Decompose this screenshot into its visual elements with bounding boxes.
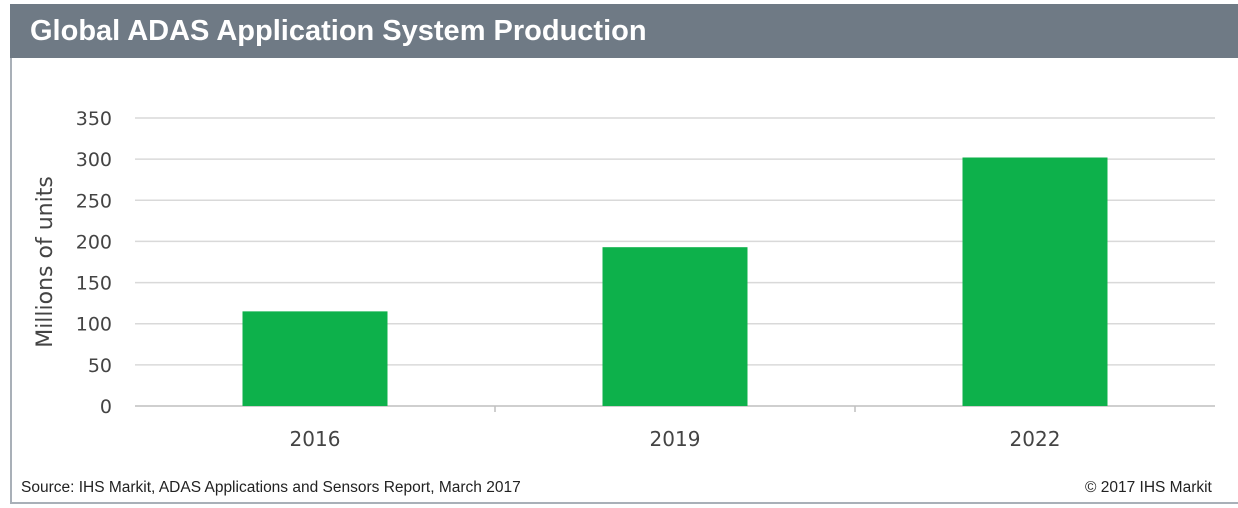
y-axis-label: Millions of units bbox=[33, 176, 58, 348]
source-note: Source: IHS Markit, ADAS Applications an… bbox=[21, 479, 521, 496]
copyright-note: © 2017 IHS Markit bbox=[1085, 479, 1212, 496]
y-tick-label: 200 bbox=[76, 231, 112, 253]
x-tick-label: 2019 bbox=[650, 427, 701, 451]
x-tick-label: 2022 bbox=[1010, 427, 1061, 451]
bars bbox=[242, 157, 1108, 406]
y-tick-label: 250 bbox=[76, 190, 112, 212]
x-tick-label: 2016 bbox=[290, 427, 341, 451]
bar-2016 bbox=[242, 311, 388, 406]
title-bar: Global ADAS Application System Productio… bbox=[10, 4, 1238, 58]
bar-chart: 0 50 100 150 200 250 300 350 2016 2019 2022 Milli… bbox=[33, 108, 1215, 451]
y-tick-label: 350 bbox=[76, 108, 112, 130]
y-axis-ticks: 0 50 100 150 200 250 300 350 bbox=[76, 108, 112, 418]
y-tick-label: 100 bbox=[76, 314, 112, 336]
y-tick-label: 0 bbox=[100, 396, 112, 418]
chart-title: Global ADAS Application System Productio… bbox=[30, 15, 647, 47]
x-axis-ticks: 2016 2019 2022 bbox=[290, 406, 1061, 451]
y-tick-label: 150 bbox=[76, 273, 112, 295]
y-tick-label: 300 bbox=[76, 149, 112, 171]
y-tick-label: 50 bbox=[88, 355, 112, 377]
bar-2019 bbox=[602, 247, 748, 406]
bar-2022 bbox=[962, 157, 1108, 406]
